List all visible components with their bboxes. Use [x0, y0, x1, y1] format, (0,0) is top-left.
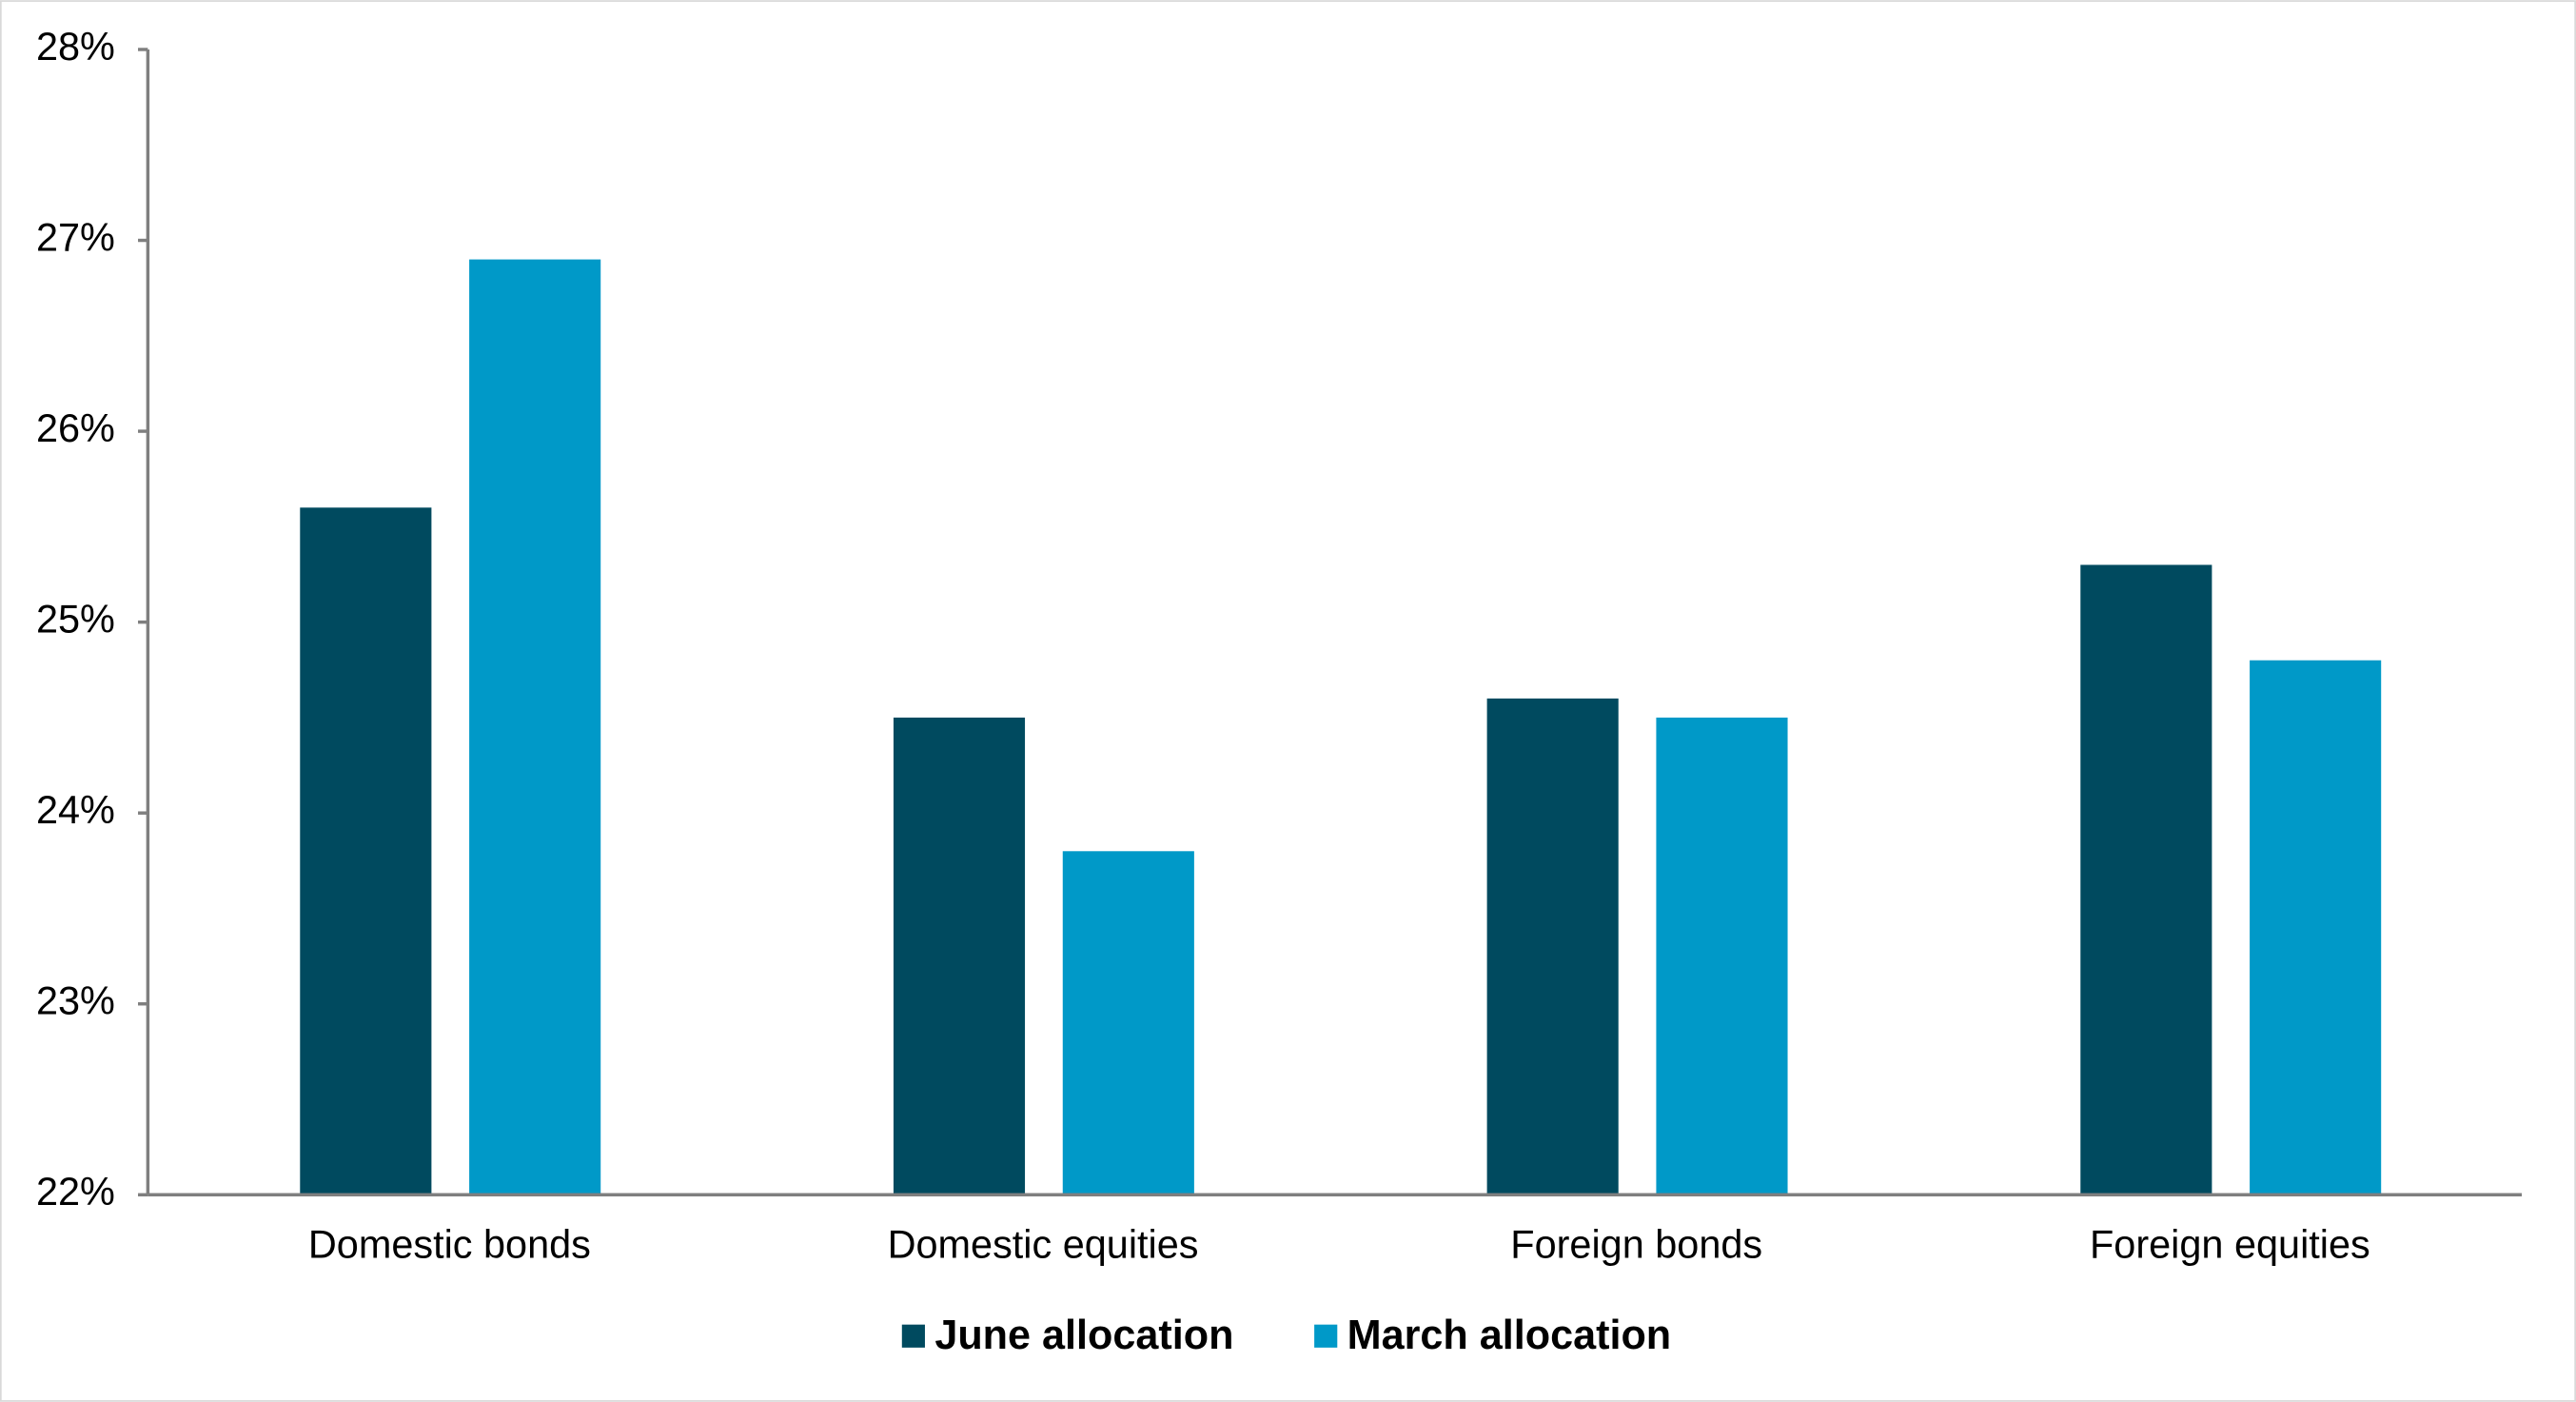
- legend-swatch: [1314, 1324, 1338, 1348]
- bar: [2080, 564, 2212, 1195]
- y-tick-label: 26%: [36, 405, 115, 450]
- y-tick-label: 28%: [36, 24, 115, 69]
- y-tick-label: 24%: [36, 787, 115, 832]
- bar: [1656, 717, 1788, 1195]
- bar: [893, 717, 1026, 1195]
- y-tick-label: 23%: [36, 978, 115, 1023]
- bar: [1062, 851, 1194, 1195]
- y-tick-label: 25%: [36, 597, 115, 642]
- bar: [469, 259, 601, 1195]
- x-tick-label: Foreign bonds: [1510, 1221, 1762, 1266]
- x-tick-label: Domestic equities: [888, 1221, 1199, 1266]
- y-tick-label: 27%: [36, 214, 115, 259]
- legend-label: March allocation: [1347, 1313, 1672, 1358]
- x-tick-label: Foreign equities: [2090, 1221, 2370, 1266]
- bar: [1486, 698, 1619, 1195]
- bar: [300, 507, 432, 1195]
- x-tick-label: Domestic bonds: [308, 1221, 591, 1266]
- legend-label: June allocation: [934, 1313, 1233, 1358]
- y-tick-label: 22%: [36, 1169, 115, 1214]
- bar: [2250, 660, 2382, 1195]
- legend-swatch: [901, 1324, 925, 1348]
